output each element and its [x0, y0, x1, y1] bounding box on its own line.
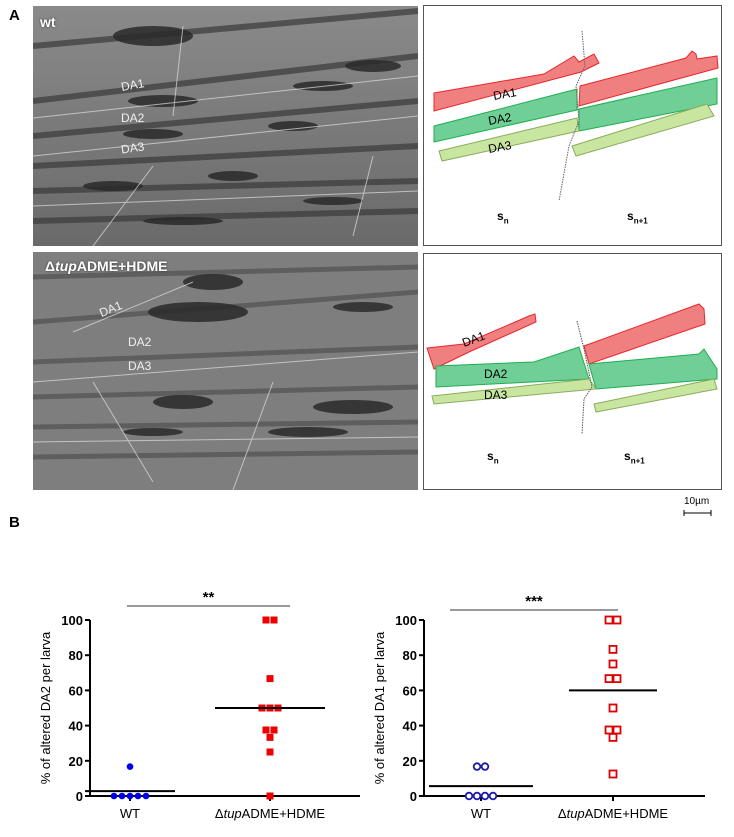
- y-tick-label: 20: [69, 754, 83, 769]
- data-point: [464, 791, 474, 801]
- scale-bar: [683, 510, 712, 516]
- data-point: [608, 659, 618, 669]
- diagram-label-da3: DA3: [487, 138, 513, 156]
- data-point: [612, 615, 622, 625]
- sem-texture: [33, 6, 418, 246]
- sem-label-da2: DA2: [128, 335, 152, 349]
- data-point: [604, 725, 614, 735]
- x-category-label: WT: [471, 806, 491, 821]
- data-point: [608, 644, 618, 654]
- data-point: [266, 675, 274, 683]
- scale-bar-label: 10µm: [684, 496, 710, 507]
- diagram-label-da1: DA1: [492, 85, 518, 103]
- y-tick-label: 0: [76, 789, 83, 804]
- y-tick-label: 60: [69, 683, 83, 698]
- sem-image-mutant: ΔtupADME+HDME DA1 DA2 DA3: [33, 252, 418, 490]
- data-point: [110, 792, 118, 800]
- y-tick-label: 40: [403, 719, 417, 734]
- data-point: [126, 763, 134, 770]
- data-point: [126, 792, 134, 800]
- data-point: [608, 703, 618, 713]
- diagram-label-da2: DA2: [484, 367, 508, 381]
- y-tick-label: 100: [395, 613, 417, 628]
- panel-a-letter: A: [9, 7, 20, 24]
- sem-image-wildtype: wt DA1 DA2 DA3: [33, 6, 418, 246]
- data-point: [480, 762, 490, 771]
- y-axis-label: % of altered DA2 per larva: [38, 631, 53, 784]
- segment-label-sn-plus-1: sn+1: [627, 209, 648, 226]
- diagram-label-da3: DA3: [484, 388, 508, 402]
- diagram-label-da1: DA1: [460, 329, 487, 350]
- panel-b-letter: B: [9, 514, 20, 531]
- x-category-label: ΔtupADME+HDME: [558, 806, 669, 821]
- x-category-label: WT: [120, 806, 140, 821]
- data-point: [604, 674, 614, 684]
- data-point: [270, 616, 278, 624]
- segment-label-sn: sn: [497, 209, 509, 226]
- y-tick-label: 80: [69, 648, 83, 663]
- data-point: [612, 725, 622, 735]
- scatter-plot: 0 20 40 60 80 100 % of altered DA1 per larva WT…: [372, 593, 705, 821]
- data-point: [604, 615, 614, 625]
- data-point: [134, 792, 142, 800]
- y-tick-label: 40: [69, 719, 83, 734]
- y-tick-label: 0: [410, 789, 417, 804]
- data-point: [270, 726, 278, 734]
- y-tick-label: 100: [61, 613, 83, 628]
- data-point: [266, 733, 274, 741]
- data-point: [142, 792, 150, 800]
- data-point: [472, 791, 482, 801]
- scatter-plot: 0 20 40 60 80 100 % of altered DA2 per larva WT…: [38, 589, 360, 821]
- muscle-diagram-svg: DA1 DA2 DA3: [426, 303, 718, 435]
- data-point: [472, 762, 482, 771]
- data-point: [608, 732, 618, 742]
- diagram-mutant: DA1 DA2 DA3 sn sn+1: [423, 253, 722, 490]
- x-category-label: ΔtupADME+HDME: [215, 806, 326, 821]
- chart-altered-da2: 0 20 40 60 80 100 % of altered DA2 per larva WT…: [30, 580, 370, 832]
- data-point: [608, 769, 618, 779]
- data-point: [266, 792, 274, 800]
- sem-texture: [33, 252, 418, 490]
- genotype-label-wt: wt: [40, 14, 56, 30]
- segment-label-sn: sn: [487, 449, 499, 466]
- data-point: [612, 674, 622, 684]
- significance-stars: ***: [525, 593, 543, 610]
- data-point: [262, 616, 270, 624]
- significance-stars: **: [203, 589, 215, 606]
- sem-label-da2: DA2: [121, 111, 145, 125]
- y-axis-label: % of altered DA1 per larva: [372, 631, 387, 784]
- y-tick-label: 60: [403, 683, 417, 698]
- genotype-label-mutant: ΔtupADME+HDME: [45, 258, 168, 274]
- y-tick-label: 20: [403, 754, 417, 769]
- muscle-diagram-svg: DA1 DA2 DA3: [433, 30, 719, 202]
- sem-label-da3: DA3: [128, 359, 152, 373]
- data-point: [480, 791, 490, 801]
- segment-label-sn-plus-1: sn+1: [624, 449, 645, 466]
- diagram-label-da2: DA2: [487, 110, 513, 128]
- diagram-wildtype: DA1 DA2 DA3 sn sn+1: [423, 5, 722, 246]
- chart-altered-da1: 0 20 40 60 80 100 % of altered DA1 per larva WT…: [370, 580, 730, 832]
- data-point: [266, 748, 274, 756]
- data-point: [262, 726, 270, 734]
- data-point: [118, 792, 126, 800]
- data-point: [488, 791, 498, 801]
- y-tick-label: 80: [403, 648, 417, 663]
